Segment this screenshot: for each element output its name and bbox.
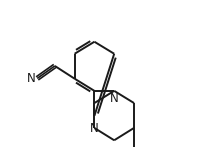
Text: N: N	[27, 72, 36, 85]
Text: N: N	[110, 92, 119, 105]
Text: N: N	[90, 122, 99, 135]
